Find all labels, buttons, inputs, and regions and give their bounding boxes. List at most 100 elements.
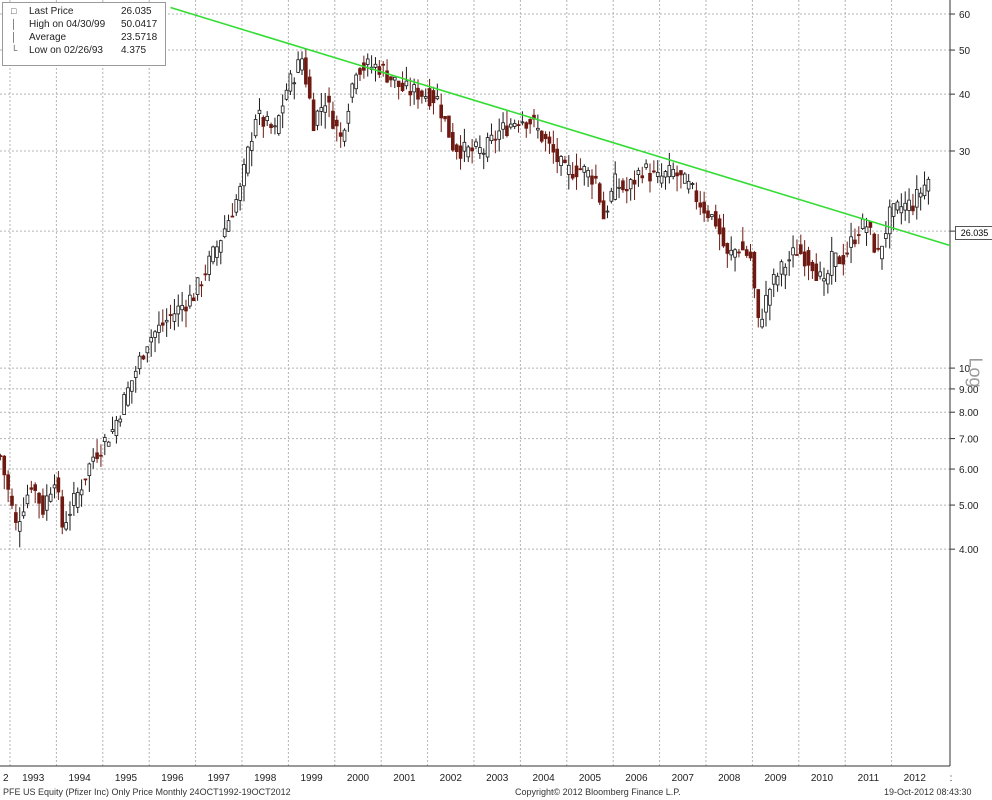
candle-body — [826, 273, 830, 285]
candle-body — [230, 215, 235, 218]
candle-body — [385, 70, 389, 83]
candle-body — [717, 218, 722, 235]
candle-body — [188, 294, 192, 307]
candle-body — [737, 251, 741, 254]
candle-body — [872, 233, 877, 253]
candle-body — [818, 271, 822, 277]
candle-body — [853, 239, 857, 245]
candle-body — [33, 484, 37, 491]
candle-body — [60, 496, 65, 528]
legend-box: □ │ │ └ Last Price 26.035 High on 04/30/… — [2, 2, 166, 66]
candle-body — [543, 133, 548, 140]
candle-body — [563, 159, 567, 164]
candle-body — [516, 124, 521, 127]
bracket-icon: └ — [11, 45, 18, 55]
candle-body — [83, 478, 88, 481]
candle-body — [110, 429, 115, 433]
candle-body — [497, 130, 501, 140]
candle-body — [594, 175, 598, 179]
footer-timestamp: 19-Oct-2012 08:43:30 — [884, 787, 972, 797]
candle-body — [756, 289, 761, 318]
candle-body — [273, 125, 277, 128]
candle-body — [845, 252, 849, 255]
candle-body — [578, 168, 583, 171]
candle-body — [103, 437, 107, 442]
candle-body — [771, 274, 776, 285]
candle-body — [586, 170, 590, 178]
candle-body — [810, 261, 815, 272]
candle-body — [860, 218, 865, 229]
y-tick-label: 6.00 — [959, 465, 979, 476]
candle-body — [725, 243, 730, 254]
candle-body — [802, 251, 807, 267]
candle-body — [752, 251, 757, 289]
candle-body — [512, 122, 517, 127]
candle-body — [261, 116, 266, 127]
bracket-icon: │ — [11, 19, 17, 29]
candle-body — [659, 175, 664, 184]
candle-body — [95, 452, 99, 460]
candle-body — [99, 454, 103, 457]
candle-body — [775, 275, 780, 286]
legend-label-low: Low on 02/26/93 — [29, 45, 103, 56]
candle-body — [184, 306, 188, 312]
candle-body — [222, 228, 227, 238]
candle-body — [625, 189, 629, 192]
candle-body — [412, 84, 416, 93]
candle-body — [427, 88, 432, 107]
candle-body — [748, 251, 753, 259]
x-tick-label: 2004 — [532, 773, 555, 784]
candle-body — [787, 259, 791, 262]
candle-body — [435, 96, 440, 100]
candle-body — [284, 89, 289, 100]
x-tick-label: : — [950, 773, 953, 784]
candle-body — [122, 394, 126, 415]
y-tick-label: 9.00 — [959, 385, 979, 396]
candle-body — [485, 137, 490, 158]
candle-body — [300, 58, 304, 71]
candle-body — [381, 63, 385, 66]
candle-body — [632, 179, 637, 185]
candle-body — [470, 147, 474, 152]
candle-body — [149, 337, 154, 343]
candle-body — [45, 495, 49, 511]
candle-body — [443, 116, 447, 120]
candle-body — [311, 99, 316, 132]
candle-glyph-icon: □ — [11, 6, 17, 16]
y-axis-ticks: 6050403020109.008.007.006.005.004.00 — [950, 10, 979, 556]
y-tick-label: 5.00 — [959, 501, 979, 512]
candle-body — [246, 146, 250, 174]
candle-body — [331, 110, 335, 129]
candle-body — [242, 164, 246, 187]
candle-body — [911, 205, 915, 212]
candle-body — [392, 76, 397, 81]
candle-body — [744, 249, 749, 256]
candle-body — [582, 166, 587, 173]
candle-body — [130, 380, 134, 392]
candle-body — [590, 175, 594, 185]
y-tick-label: 40 — [959, 90, 971, 101]
candle-body — [903, 202, 907, 211]
candle-body — [215, 246, 219, 258]
candle-body — [648, 172, 652, 182]
candle-body — [276, 115, 281, 134]
candle-body — [876, 247, 880, 250]
candle-body — [153, 331, 157, 338]
footer-copyright: Copyright© 2012 Bloomberg Finance L.P. — [515, 787, 681, 797]
candle-body — [288, 73, 293, 92]
candle-body — [841, 255, 846, 265]
legend-value-high: 50.0417 — [121, 19, 158, 30]
candle-body — [195, 277, 200, 295]
candle-body — [79, 489, 84, 496]
candle-body — [133, 370, 138, 378]
candle-body — [350, 83, 355, 98]
candle-body — [574, 165, 579, 178]
candle-body — [304, 57, 308, 85]
candle-body — [334, 119, 339, 127]
candle-body — [663, 171, 668, 178]
x-tick-label: 2002 — [440, 773, 463, 784]
x-tick-label: 2001 — [393, 773, 416, 784]
candle-body — [408, 91, 413, 96]
candle-body — [628, 179, 633, 190]
candle-body — [760, 318, 764, 328]
